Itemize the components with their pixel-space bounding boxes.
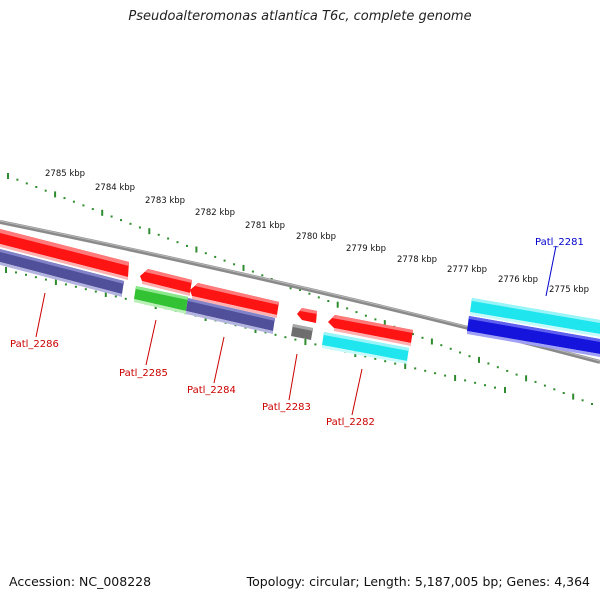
gene-feature-navy[interactable]: [0, 249, 124, 297]
gene-label-patl-2286[interactable]: Patl_2286: [10, 339, 59, 350]
gene-feature-cyan[interactable]: [322, 332, 409, 364]
scale-label: 2775 kbp: [549, 285, 589, 295]
scale-label: 2777 kbp: [447, 265, 487, 275]
leader-line: [213, 336, 225, 384]
scale-label: 2781 kbp: [245, 221, 285, 231]
gene-label-patl-2285[interactable]: Patl_2285: [119, 368, 168, 379]
gene-feature-red[interactable]: [0, 229, 129, 280]
gene-feature-blue[interactable]: [467, 316, 600, 357]
accession-text: Accession: NC_008228: [9, 574, 152, 589]
scale-label: 2780 kbp: [296, 232, 336, 242]
gene-feature-red[interactable]: [328, 315, 413, 346]
scale-label: 2778 kbp: [397, 255, 437, 265]
label-leaders: [35, 245, 557, 416]
scale-label: 2776 kbp: [498, 275, 538, 285]
gene-label-patl-2281[interactable]: Patl_2281: [535, 237, 584, 248]
scale-labels: 2785 kbp 2784 kbp 2783 kbp 2782 kbp 2781…: [45, 169, 589, 295]
outer-scale-ticks: [7, 173, 593, 405]
scale-label: 2783 kbp: [145, 196, 185, 206]
gene-label-patl-2282[interactable]: Patl_2282: [326, 417, 375, 428]
gene-feature-red[interactable]: [140, 269, 192, 296]
leader-line: [35, 292, 46, 338]
scale-label: 2779 kbp: [346, 244, 386, 254]
gene-feature-red[interactable]: [297, 308, 317, 323]
gene-feature-gray[interactable]: [291, 324, 313, 340]
leader-line: [288, 353, 298, 401]
gene-feature-red[interactable]: [190, 283, 279, 318]
scale-label: 2784 kbp: [95, 183, 135, 193]
gene-label-patl-2283[interactable]: Patl_2283: [262, 402, 311, 413]
scale-label: 2782 kbp: [195, 208, 235, 218]
map-title: Pseudoalteromonas atlantica T6c, complet…: [128, 9, 472, 24]
gene-labels: Patl_2286 Patl_2285 Patl_2284 Patl_2283 …: [10, 237, 584, 428]
scale-label: 2785 kbp: [45, 169, 85, 179]
gene-feature-green[interactable]: [134, 286, 188, 314]
gene-feature-cyan[interactable]: [470, 298, 600, 337]
leader-line: [545, 245, 557, 297]
leader-line: [145, 319, 157, 366]
gene-feature-navy[interactable]: [186, 298, 275, 334]
topology-text: Topology: circular; Length: 5,187,005 bp…: [246, 574, 590, 589]
gene-label-patl-2284[interactable]: Patl_2284: [187, 385, 236, 396]
leader-line: [351, 368, 363, 416]
